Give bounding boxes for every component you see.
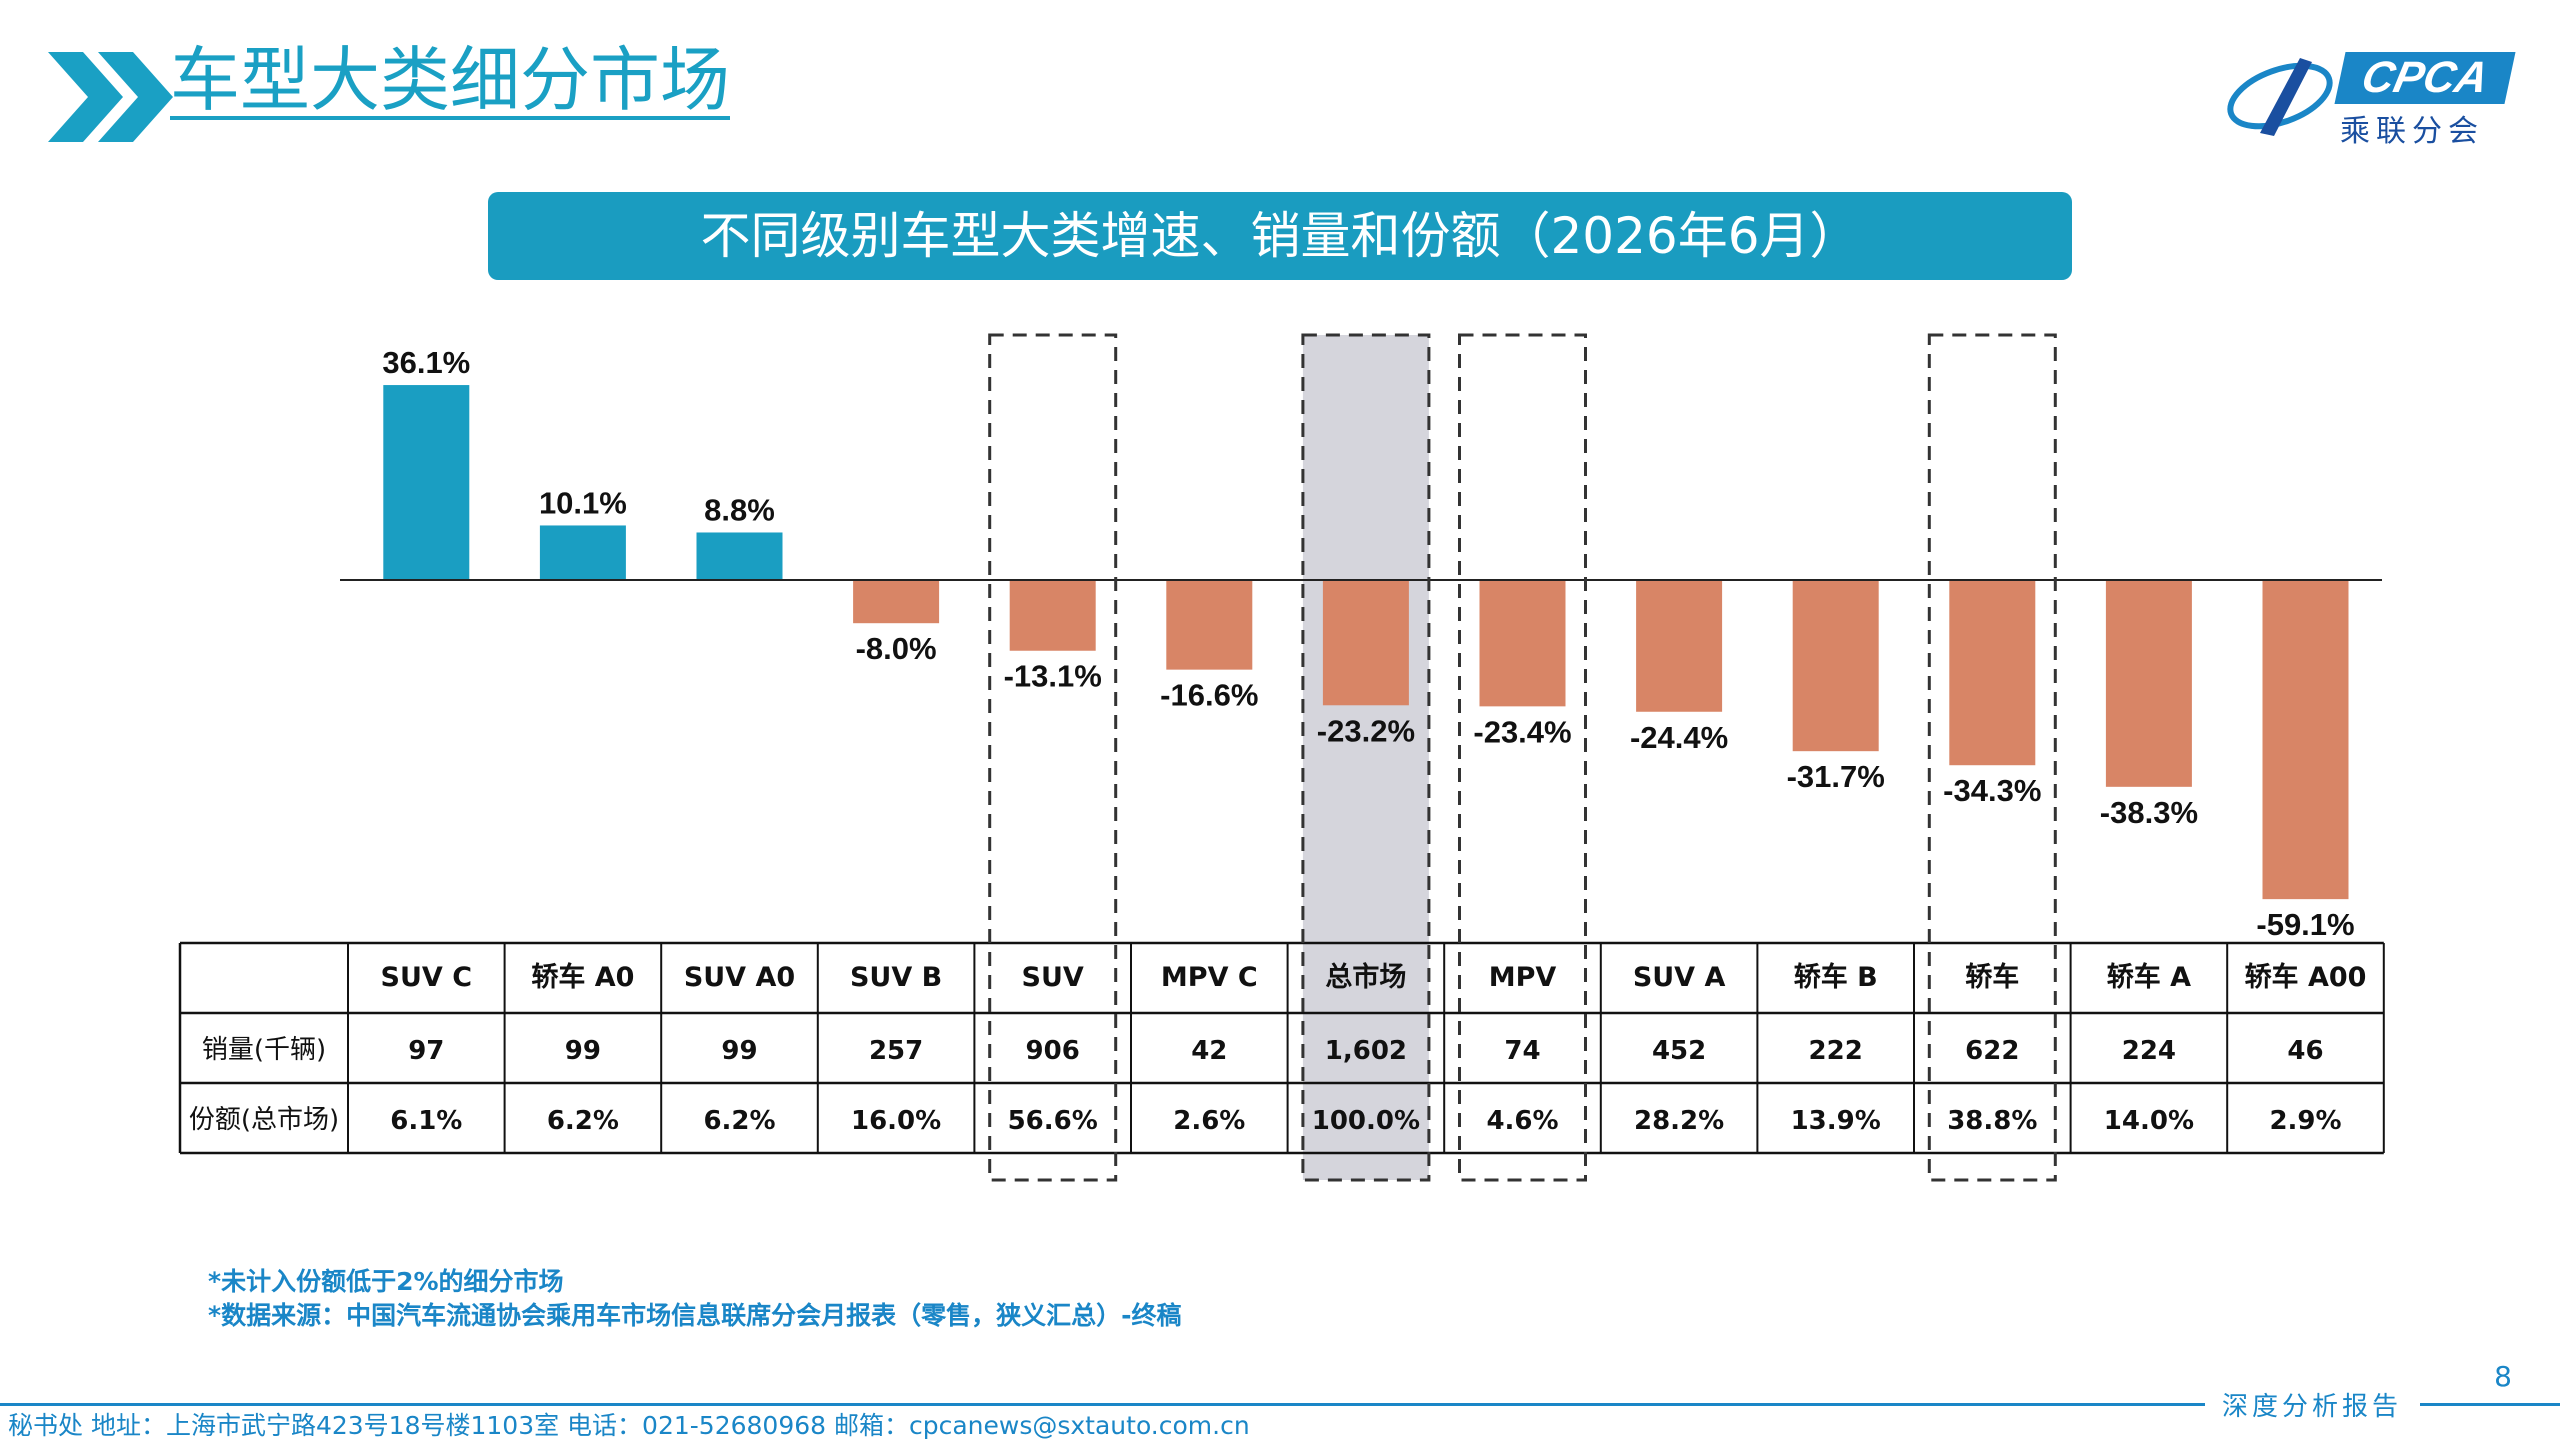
tick-label: SUV A0 [684,962,795,993]
table-cell: 4.6% [1486,1106,1558,1136]
table-cell: 99 [721,1036,757,1066]
data-label: -24.4% [1630,720,1728,755]
data-label: -34.3% [1943,773,2041,808]
table-cell: 224 [2122,1036,2176,1066]
tick-label: 轿车 [1965,961,2019,993]
data-label: -13.1% [1004,659,1102,694]
tick-label: 轿车 A0 [531,961,634,993]
bar [1166,580,1253,670]
chevron-double-icon [48,52,173,142]
logo-chinese-text: 乘联分会 [2340,114,2484,149]
tick-label: 轿车 A00 [2245,961,2367,993]
bar [1009,580,1096,651]
tick-label: SUV C [381,962,472,993]
chart-banner-title: 不同级别车型大类增速、销量和份额（2026年6月） [488,192,2072,280]
tick-label: SUV A [1633,962,1726,993]
data-label: 36.1% [382,345,470,380]
highlight-dashed-box [988,333,1118,1182]
table-cell: 222 [1809,1036,1863,1066]
footer-divider [0,1403,2205,1406]
highlight-dashed-box [1301,333,1431,1182]
bar [2262,580,2349,900]
data-label: -8.0% [856,631,937,666]
table-cell: 2.6% [1173,1106,1245,1136]
table-cell: 74 [1504,1036,1540,1066]
bar [1636,580,1723,712]
tick-label: 轿车 B [1794,961,1878,993]
table-cell: 2.9% [2269,1106,2341,1136]
data-label: 10.1% [539,485,627,520]
bar [1479,580,1566,707]
table-cell: 100.0% [1312,1106,1420,1136]
table-cell: 452 [1652,1036,1706,1066]
tick-label: SUV B [850,962,942,993]
report-tag: 深度分析报告 [2222,1392,2403,1422]
footnotes: *未计入份额低于2%的细分市场 *数据来源：中国汽车流通协会乘用车市场信息联席分… [208,1265,1181,1333]
footnote-source: *数据来源：中国汽车流通协会乘用车市场信息联席分会月报表（零售，狭义汇总）-终稿 [208,1301,1182,1330]
row-label: 份额(总市场) [189,1105,339,1135]
bar [1322,580,1409,706]
table-cell: 6.2% [547,1106,619,1136]
bar [1949,580,2036,766]
data-label: -16.6% [1160,678,1258,713]
bar [539,525,626,580]
tick-label: MPV [1489,962,1557,993]
tick-label: 轿车 A [2107,961,2191,993]
table-cell: 56.6% [1008,1106,1098,1136]
data-label: -59.1% [2256,907,2354,942]
highlight-shade [1302,335,1429,1180]
tick-label: MPV C [1161,962,1258,993]
table-cell: 906 [1026,1036,1080,1066]
bar [853,580,940,624]
data-label: -23.2% [1317,713,1415,748]
highlight-dashed-box [1927,333,2057,1182]
tick-label: 总市场 [1325,961,1406,993]
data-label: -31.7% [1787,759,1885,794]
table-cell: 97 [408,1036,444,1066]
table-cell: 46 [2287,1036,2323,1066]
cpca-logo-icon [2227,58,2333,136]
table-cell: 13.9% [1791,1106,1881,1136]
footnote-share: *未计入份额低于2%的细分市场 [208,1267,564,1296]
bar [1792,580,1879,752]
table-cell: 28.2% [1634,1106,1724,1136]
table-cell: 622 [1965,1036,2019,1066]
table-cell: 38.8% [1947,1106,2037,1136]
table-cell: 6.1% [390,1106,462,1136]
page-number: 8 [2494,1360,2512,1393]
row-label: 销量(千辆) [202,1035,326,1065]
footer-divider-right [2420,1403,2560,1406]
page-title: 车型大类细分市场 [170,39,730,121]
table-cell: 6.2% [703,1106,775,1136]
data-label: 8.8% [704,492,775,527]
table-cell: 16.0% [851,1106,941,1136]
tick-label: SUV [1022,962,1084,993]
table-cell: 14.0% [2104,1106,2194,1136]
bar [696,532,783,580]
table-cell: 1,602 [1325,1036,1407,1066]
table-cell: 42 [1191,1036,1227,1066]
table-cell: 257 [869,1036,923,1066]
highlight-dashed-box [1458,333,1587,1182]
bar [383,385,470,580]
data-label: -23.4% [1473,714,1571,749]
data-label: -38.3% [2100,795,2198,830]
table-cell: 99 [565,1036,601,1066]
bar [2105,580,2192,787]
footer-contact: 秘书处 地址：上海市武宁路423号18号楼1103室 电话：021-526809… [8,1411,1250,1440]
